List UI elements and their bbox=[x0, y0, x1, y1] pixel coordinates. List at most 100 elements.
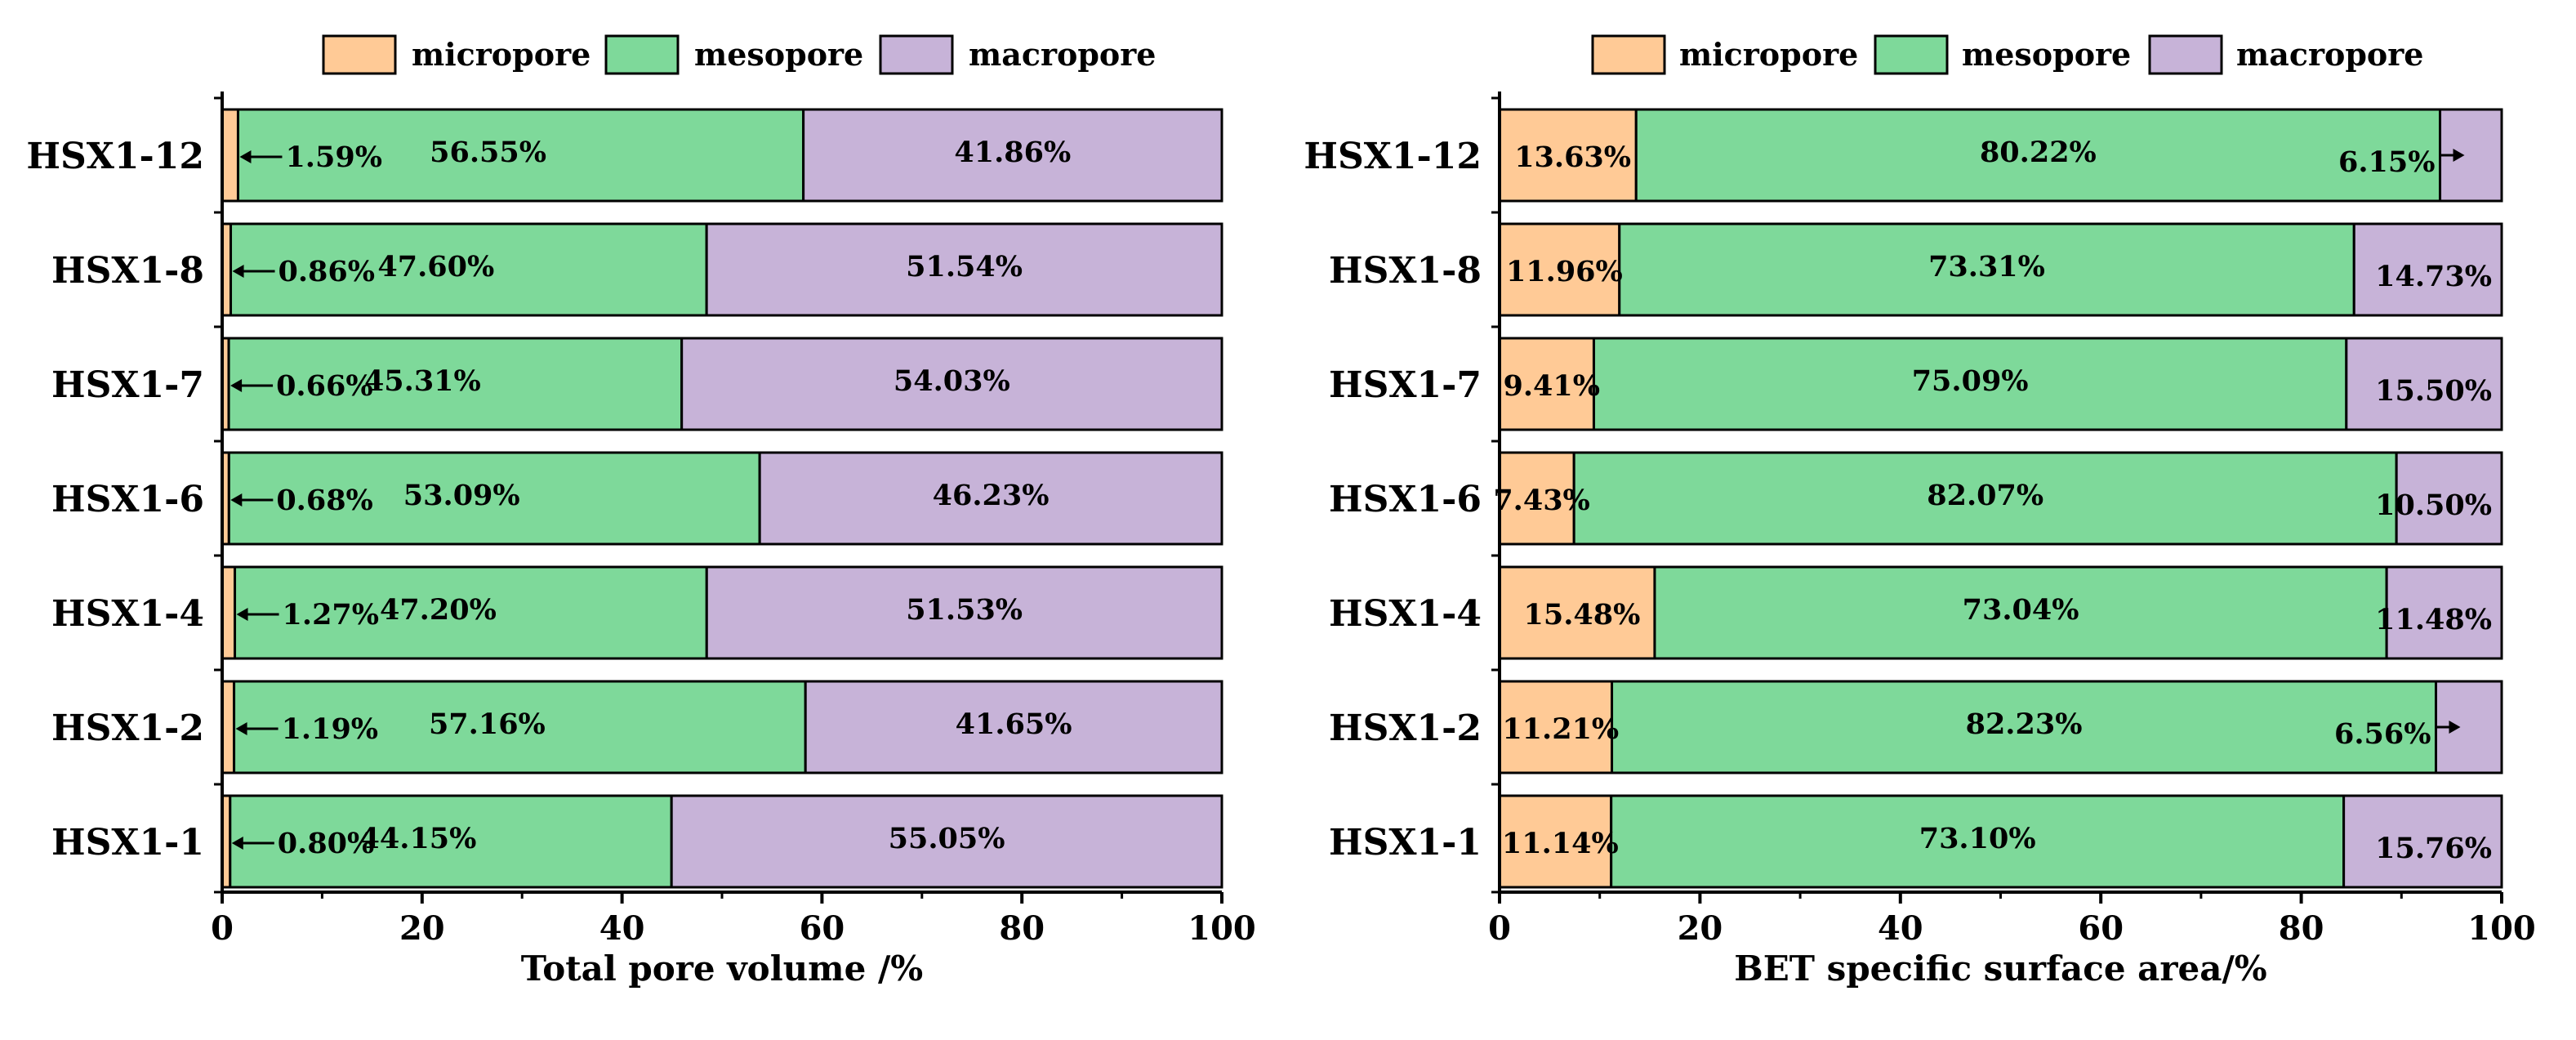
macro-value-hsx1-12: 41.86% bbox=[954, 136, 1071, 169]
legend-label-macropore: macropore bbox=[2236, 36, 2423, 73]
macro-value-hsx1-12: 6.15% bbox=[2338, 145, 2436, 179]
micro-value-hsx1-1: 11.14% bbox=[1502, 827, 1619, 860]
micro-arrowhead-hsx1-2 bbox=[235, 722, 247, 735]
category-label-hsx1-2: HSX1-2 bbox=[51, 707, 204, 749]
bar-mesopore-hsx1-8 bbox=[1618, 222, 2355, 317]
x-tick-label-40: 40 bbox=[1878, 909, 1923, 948]
bar-macropore-hsx1-1 bbox=[670, 794, 1223, 889]
meso-value-hsx1-6: 82.07% bbox=[1927, 479, 2043, 512]
bar-micropore-hsx1-4 bbox=[1498, 565, 1656, 660]
meso-value-hsx1-2: 82.23% bbox=[1966, 707, 2083, 741]
category-label-hsx1-1: HSX1-1 bbox=[51, 822, 204, 864]
bar-macropore-hsx1-12 bbox=[802, 108, 1223, 203]
micro-value-hsx1-12: 13.63% bbox=[1514, 141, 1631, 174]
macro-value-hsx1-8: 14.73% bbox=[2375, 260, 2492, 293]
category-label-hsx1-4: HSX1-4 bbox=[51, 593, 204, 635]
macro-value-hsx1-7: 54.03% bbox=[894, 364, 1010, 398]
category-label-hsx1-6: HSX1-6 bbox=[51, 479, 204, 520]
category-label-hsx1-4: HSX1-4 bbox=[1329, 593, 1482, 635]
bar-mesopore-hsx1-6 bbox=[1572, 451, 2398, 546]
x-tick-label-20: 20 bbox=[399, 909, 445, 948]
legend-swatch-micropore bbox=[1591, 34, 1666, 75]
bar-mesopore-hsx1-1 bbox=[229, 794, 673, 889]
meso-value-hsx1-8: 73.31% bbox=[1928, 250, 2045, 283]
legend-swatch-macropore bbox=[879, 34, 954, 75]
bar-mesopore-hsx1-2 bbox=[233, 680, 807, 774]
micro-value-hsx1-7: 9.41% bbox=[1503, 369, 1600, 403]
micro-value-hsx1-2: 11.21% bbox=[1502, 712, 1619, 746]
x-axis-title: BET specific surface area/% bbox=[1734, 948, 2266, 989]
macro-value-hsx1-6: 46.23% bbox=[933, 479, 1050, 512]
meso-value-hsx1-8: 47.60% bbox=[377, 250, 494, 283]
micro-arrowhead-hsx1-12 bbox=[239, 150, 252, 163]
macro-value-hsx1-7: 15.50% bbox=[2375, 374, 2492, 408]
macro-value-hsx1-2: 6.56% bbox=[2334, 717, 2431, 751]
bar-mesopore-hsx1-12 bbox=[236, 108, 805, 203]
bar-micropore-hsx1-7 bbox=[1498, 337, 1595, 431]
legend-label-mesopore: mesopore bbox=[1962, 36, 2131, 73]
bar-mesopore-hsx1-7 bbox=[1592, 337, 2348, 431]
bar-macropore-hsx1-2 bbox=[804, 680, 1223, 774]
bar-macropore-hsx1-7 bbox=[2345, 337, 2503, 431]
bar-mesopore-hsx1-4 bbox=[234, 565, 708, 660]
macro-value-hsx1-4: 51.53% bbox=[906, 593, 1023, 627]
micro-value-hsx1-6: 7.43% bbox=[1493, 484, 1590, 517]
macro-value-hsx1-1: 55.05% bbox=[889, 822, 1005, 855]
micro-arrowhead-hsx1-8 bbox=[232, 265, 244, 278]
micro-value-hsx1-12: 1.59% bbox=[285, 141, 382, 174]
meso-value-hsx1-6: 53.09% bbox=[403, 479, 520, 512]
legend-label-micropore: micropore bbox=[412, 36, 591, 73]
bar-mesopore-hsx1-8 bbox=[230, 222, 708, 317]
macro-value-hsx1-8: 51.54% bbox=[906, 250, 1023, 283]
x-tick-label-100: 100 bbox=[1188, 909, 1256, 948]
micro-value-hsx1-4: 15.48% bbox=[1524, 598, 1641, 632]
legend-swatch-mesopore bbox=[1874, 34, 1949, 75]
bar-macropore-hsx1-7 bbox=[680, 337, 1223, 431]
category-label-hsx1-12: HSX1-12 bbox=[26, 136, 204, 177]
legend-label-mesopore: mesopore bbox=[694, 36, 863, 73]
bar-mesopore-hsx1-6 bbox=[227, 451, 761, 546]
x-tick-label-80: 80 bbox=[999, 909, 1045, 948]
bar-macropore-hsx1-8 bbox=[2352, 222, 2503, 317]
legend-swatch-micropore bbox=[322, 34, 397, 75]
meso-value-hsx1-1: 73.10% bbox=[1919, 822, 2036, 855]
micro-value-hsx1-7: 0.66% bbox=[276, 369, 373, 403]
x-tick-label-80: 80 bbox=[2279, 909, 2324, 948]
meso-value-hsx1-1: 44.15% bbox=[360, 822, 477, 855]
micro-value-hsx1-4: 1.27% bbox=[283, 598, 380, 632]
micro-value-hsx1-8: 11.96% bbox=[1506, 255, 1623, 288]
x-axis-title: Total pore volume /% bbox=[521, 948, 923, 989]
bar-mesopore-hsx1-12 bbox=[1634, 108, 2442, 203]
category-label-hsx1-8: HSX1-8 bbox=[1329, 250, 1482, 292]
meso-value-hsx1-7: 75.09% bbox=[1912, 364, 2029, 398]
macro-value-hsx1-1: 15.76% bbox=[2375, 832, 2492, 865]
x-tick-label-60: 60 bbox=[800, 909, 845, 948]
meso-value-hsx1-4: 47.20% bbox=[380, 593, 497, 627]
macro-value-hsx1-2: 41.65% bbox=[956, 707, 1072, 741]
category-label-hsx1-8: HSX1-8 bbox=[51, 250, 204, 292]
macro-arrowhead-hsx1-2 bbox=[2449, 721, 2461, 734]
micro-arrowhead-hsx1-1 bbox=[231, 837, 243, 850]
micro-value-hsx1-1: 0.80% bbox=[278, 827, 375, 860]
micro-arrowhead-hsx1-4 bbox=[236, 608, 248, 621]
meso-value-hsx1-12: 80.22% bbox=[1980, 136, 2097, 169]
micro-value-hsx1-2: 1.19% bbox=[282, 712, 379, 746]
micro-value-hsx1-6: 0.68% bbox=[276, 484, 373, 517]
legend-label-micropore: micropore bbox=[1679, 36, 1858, 73]
bar-macropore-hsx1-4 bbox=[2385, 565, 2503, 660]
bar-macropore-hsx1-8 bbox=[705, 222, 1223, 317]
x-tick-label-60: 60 bbox=[2078, 909, 2124, 948]
bar-mesopore-hsx1-7 bbox=[227, 337, 684, 431]
category-label-hsx1-6: HSX1-6 bbox=[1329, 479, 1482, 520]
legend-swatch-macropore bbox=[2148, 34, 2223, 75]
x-tick-label-40: 40 bbox=[599, 909, 645, 948]
bar-mesopore-hsx1-4 bbox=[1653, 565, 2388, 660]
macro-value-hsx1-4: 11.48% bbox=[2375, 603, 2492, 636]
category-label-hsx1-1: HSX1-1 bbox=[1329, 822, 1482, 864]
legend-swatch-mesopore bbox=[604, 34, 680, 75]
x-tick-label-20: 20 bbox=[1678, 909, 1723, 948]
meso-value-hsx1-7: 45.31% bbox=[364, 364, 481, 398]
bar-macropore-hsx1-6 bbox=[758, 451, 1223, 546]
